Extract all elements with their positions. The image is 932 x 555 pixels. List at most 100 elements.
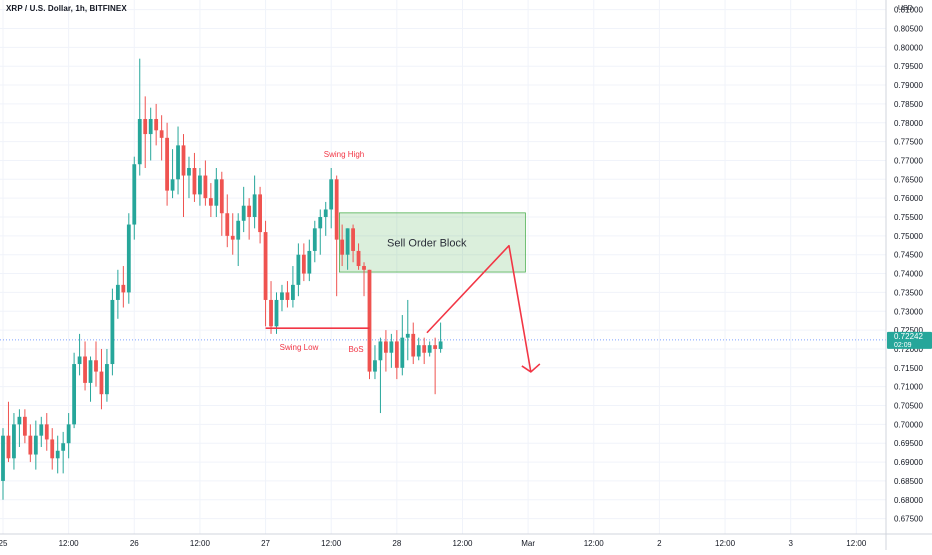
- candle: [438, 322, 443, 353]
- price-tick-label: 0.68000: [894, 496, 923, 505]
- candle-body: [323, 209, 328, 218]
- candle: [115, 269, 120, 319]
- time-tick-label: 3: [788, 539, 793, 548]
- candle-body: [99, 371, 104, 395]
- candle: [416, 337, 421, 361]
- candle: [55, 435, 60, 474]
- candle: [362, 262, 366, 297]
- candle-body: [61, 443, 66, 451]
- candle-body: [110, 299, 115, 365]
- candle-body: [258, 194, 262, 233]
- candle-body: [88, 360, 93, 383]
- last-price-countdown: 02:09: [894, 342, 912, 349]
- candle: [269, 281, 273, 334]
- annotations: Swing High Swing Low BoS: [265, 150, 541, 373]
- price-tick-label: 0.69000: [894, 458, 923, 467]
- grid: [0, 0, 886, 534]
- candle-body: [121, 284, 126, 293]
- candle-body: [225, 213, 230, 236]
- candle: [433, 337, 438, 395]
- price-tick-label: 0.76500: [894, 175, 923, 184]
- candle-body: [83, 356, 87, 383]
- candle: [17, 409, 22, 447]
- order-block-layer: Sell Order Block: [339, 212, 526, 273]
- candle-body: [154, 118, 159, 131]
- candle: [307, 239, 312, 282]
- candle-body: [433, 345, 438, 349]
- candle-body: [384, 341, 388, 353]
- candle: [176, 126, 180, 195]
- price-tick-label: 0.79500: [894, 62, 923, 71]
- candle: [165, 122, 169, 206]
- candle: [219, 171, 224, 236]
- candle-body: [318, 217, 323, 229]
- candle-body: [422, 345, 427, 353]
- candle-body: [405, 333, 410, 338]
- candle: [159, 115, 164, 161]
- candle: [28, 424, 33, 463]
- time-axis[interactable]: 25 12:00 26 12:00 27 12:00 28 12:00 Mar 12:00 2 12:…: [0, 533, 932, 548]
- candle: [214, 167, 219, 218]
- last-price-tag: [887, 331, 932, 349]
- price-tick-label: 0.69500: [894, 439, 923, 448]
- candle-body: [105, 364, 109, 395]
- time-tick-label: 12:00: [452, 539, 473, 548]
- candle: [252, 175, 257, 229]
- candle: [132, 156, 137, 240]
- candle: [121, 266, 126, 308]
- candle: [105, 348, 109, 402]
- candle-body: [198, 175, 202, 195]
- candle: [345, 228, 350, 270]
- candle: [61, 431, 66, 474]
- candle-body: [214, 179, 219, 206]
- candle-body: [362, 266, 366, 270]
- candle: [422, 337, 427, 365]
- candle: [400, 315, 405, 376]
- time-tick-label: Mar: [521, 539, 535, 548]
- price-tick-label: 0.74000: [894, 270, 923, 279]
- candle-body: [66, 424, 71, 444]
- candle: [367, 269, 372, 380]
- swing-high-label: Swing High: [324, 150, 364, 159]
- bos-label: BoS: [348, 345, 363, 354]
- time-tick-label: 12:00: [190, 539, 211, 548]
- candle-body: [28, 435, 33, 455]
- time-tick-label: 12:00: [715, 539, 736, 548]
- candle: [148, 107, 153, 161]
- candle: [208, 183, 213, 218]
- candle: [280, 284, 284, 312]
- candle-body: [389, 341, 394, 353]
- candle: [291, 266, 295, 308]
- projection-path[interactable]: [426, 244, 532, 373]
- candle-body: [291, 284, 295, 300]
- candle: [356, 243, 361, 270]
- candle: [88, 356, 93, 402]
- candles: [1, 58, 443, 500]
- candle-body: [285, 292, 290, 300]
- price-tick-label: 0.75500: [894, 213, 923, 222]
- candle: [77, 333, 82, 376]
- candle: [389, 333, 394, 368]
- candle: [66, 413, 71, 459]
- candle-body: [334, 179, 339, 240]
- price-axis[interactable]: 0.81000 0.80500 0.80000 0.79500 0.79000 0.785…: [885, 0, 932, 550]
- candle: [99, 348, 104, 410]
- candle-body: [170, 179, 175, 191]
- candle-body: [1, 435, 5, 481]
- candle-body: [241, 205, 246, 221]
- candle-body: [72, 364, 77, 425]
- price-tick-label: 0.79000: [894, 81, 923, 90]
- candle: [33, 420, 38, 470]
- last-price-value: 0.72242: [894, 332, 923, 341]
- candle: [296, 243, 301, 297]
- candle-body: [296, 254, 301, 285]
- candle: [373, 345, 377, 380]
- price-tick-label: 0.80000: [894, 43, 923, 52]
- price-tick-label: 0.76000: [894, 194, 923, 203]
- candle-body: [159, 130, 164, 138]
- candle-body: [252, 194, 257, 218]
- price-tick-label: 0.68500: [894, 477, 923, 486]
- candle-body: [176, 145, 180, 180]
